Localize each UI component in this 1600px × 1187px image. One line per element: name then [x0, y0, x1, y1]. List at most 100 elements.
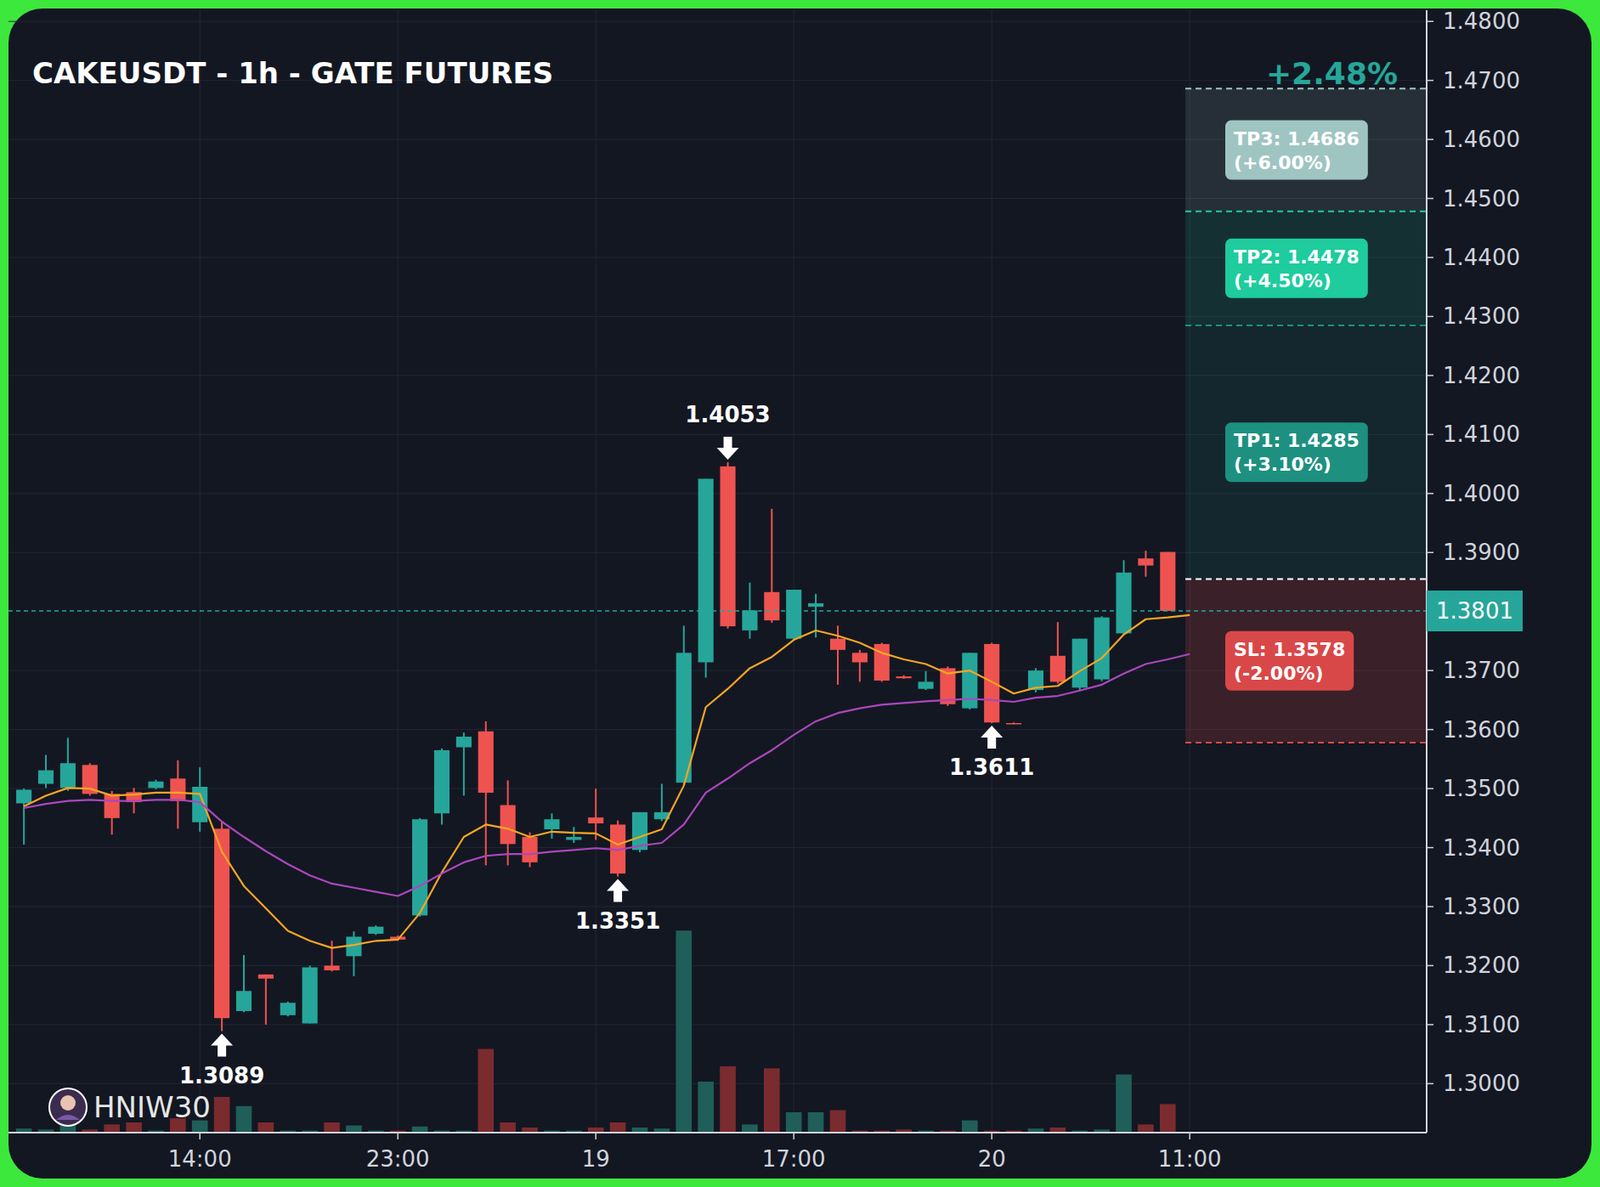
y-tick — [1426, 197, 1434, 200]
candle-body — [104, 793, 120, 818]
x-axis-line — [8, 1131, 1427, 1134]
volume-bar — [830, 1110, 847, 1133]
volume-bar — [477, 1049, 494, 1133]
last-price-box — [1426, 590, 1523, 632]
volume-bar — [1137, 1124, 1154, 1133]
volume-bar — [236, 1106, 253, 1133]
last-price-label: 1.3801 — [1436, 598, 1514, 624]
y-tick — [1426, 374, 1434, 377]
y-tick — [1426, 847, 1434, 849]
stop-zone — [1185, 579, 1427, 743]
low-arrow — [606, 879, 629, 903]
target-zone — [1185, 325, 1427, 580]
x-tick-label: 14:00 — [168, 1146, 232, 1172]
y-tick — [1426, 256, 1434, 259]
candle-body — [280, 1002, 296, 1016]
candle-body — [1115, 572, 1131, 634]
candle-body — [1072, 638, 1088, 689]
chart: 1.30001.31001.32001.33001.34001.35001.36… — [0, 0, 1600, 1187]
x-tick-label: 19 — [582, 1146, 611, 1172]
volume-bar — [103, 1124, 120, 1133]
y-tick-label: 1.4400 — [1442, 244, 1521, 271]
candle-body — [1006, 723, 1022, 725]
grid-line — [199, 10, 201, 1133]
x-tick-label: 23:00 — [366, 1146, 430, 1172]
volume-bar — [214, 1096, 231, 1133]
volume-bar — [785, 1112, 803, 1133]
candle-body — [808, 603, 824, 607]
x-tick — [1188, 1132, 1191, 1140]
level-pct: (+4.50%) — [1233, 270, 1332, 292]
y-tick-label: 1.4800 — [1442, 8, 1521, 34]
grid-line — [8, 21, 1427, 23]
candle-body — [852, 652, 868, 662]
pnl-label: +2.48% — [1266, 56, 1398, 91]
last-price-line — [8, 610, 1427, 612]
y-tick-label: 1.4700 — [1442, 67, 1521, 94]
candle-body — [302, 967, 318, 1024]
title: CAKEUSDT - 1h - GATE FUTURES — [32, 56, 554, 91]
candle-body — [1094, 617, 1110, 680]
candle-body — [16, 789, 32, 803]
grid-line — [397, 10, 399, 1133]
plot-area — [8, 88, 1427, 1133]
moving-average-line — [23, 654, 1190, 897]
volume-bar — [675, 930, 692, 1133]
candle-body — [323, 965, 340, 971]
candle-body — [236, 990, 252, 1012]
avatar-face — [60, 1095, 76, 1111]
level-pct: (-2.00%) — [1233, 662, 1324, 685]
candle-body — [500, 805, 516, 845]
candle-body — [917, 681, 933, 689]
y-tick — [1426, 729, 1434, 731]
x-tick-label: 17:00 — [762, 1146, 826, 1172]
candle-body — [719, 466, 735, 627]
watermark: HNIW30 — [93, 1090, 211, 1125]
y-tick-label: 1.4600 — [1442, 126, 1521, 153]
volume-bar — [697, 1081, 714, 1133]
candle-body — [698, 478, 714, 662]
volume-bar — [1115, 1074, 1132, 1133]
volume-bar — [741, 1124, 758, 1133]
x-tick — [792, 1132, 795, 1140]
y-tick — [1426, 787, 1434, 790]
high-arrow — [717, 436, 740, 460]
candle-body — [741, 610, 758, 631]
volume-bar — [1159, 1103, 1176, 1133]
volume-bar — [610, 1122, 627, 1133]
level-pct: (+6.00%) — [1233, 152, 1332, 174]
candle-body — [1137, 558, 1154, 566]
y-tick-label: 1.4500 — [1442, 186, 1521, 212]
candle-body — [434, 750, 450, 814]
candle-body — [521, 836, 538, 863]
volume-bar — [412, 1126, 429, 1133]
y-tick-label: 1.3200 — [1442, 952, 1521, 979]
y-tick — [1426, 552, 1434, 555]
level-box — [1225, 631, 1354, 691]
candle-body — [258, 974, 274, 979]
candle-body — [763, 592, 780, 621]
candle-body — [543, 819, 560, 830]
candle-body — [1050, 655, 1066, 683]
y-tick — [1426, 434, 1434, 436]
candle-body — [587, 817, 604, 824]
avatar — [49, 1088, 87, 1126]
x-tick — [396, 1132, 399, 1140]
level-box — [1225, 120, 1369, 181]
candle-body — [1159, 552, 1176, 611]
y-tick-label: 1.3600 — [1442, 717, 1521, 743]
candle-body — [785, 589, 802, 639]
candle-wick — [265, 974, 267, 1025]
level-label: TP2: 1.4478 — [1233, 246, 1360, 268]
candle-body — [983, 644, 1000, 723]
stop-line — [1185, 741, 1427, 744]
x-tick — [594, 1132, 597, 1140]
level-box — [1225, 422, 1369, 482]
moving-average-line — [23, 615, 1190, 949]
y-tick-label: 1.4000 — [1442, 480, 1521, 507]
candle-body — [38, 770, 54, 785]
low-label: 1.3611 — [949, 754, 1035, 781]
candle-wick — [572, 826, 575, 843]
avatar-body — [56, 1114, 80, 1120]
low-arrow — [210, 1034, 233, 1058]
